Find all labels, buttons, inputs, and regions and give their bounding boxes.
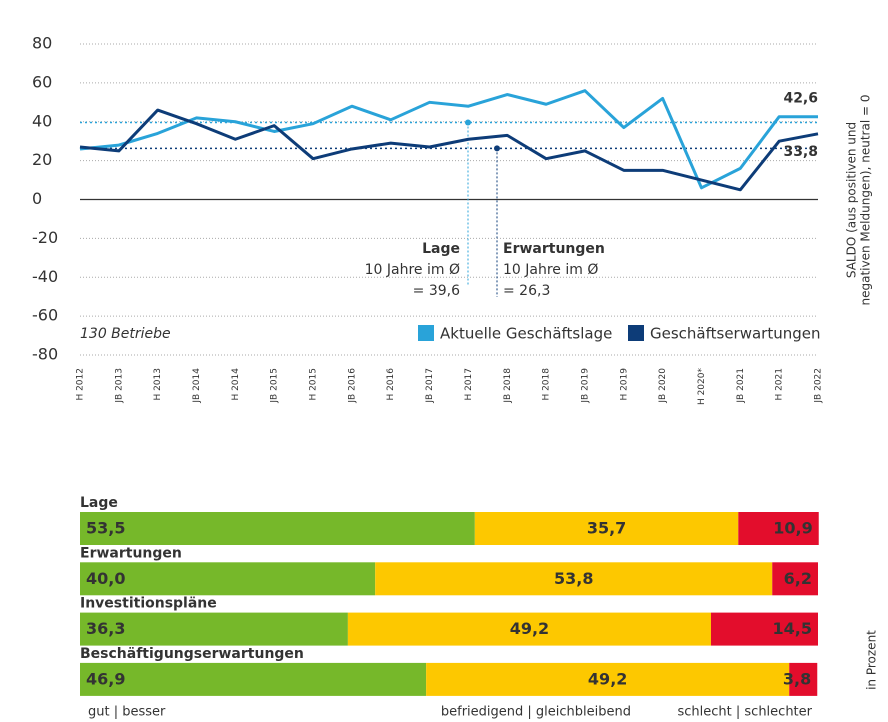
value-label: 53,8 <box>554 569 593 588</box>
bar-segment <box>474 512 739 545</box>
y-tick-label: 80 <box>32 34 52 53</box>
series-line <box>79 108 819 192</box>
x-tick-label: H 2014 <box>231 368 241 401</box>
bar-segment <box>738 512 819 545</box>
average-label: = 39,6 <box>413 283 460 299</box>
y-tick-label: -80 <box>32 345 58 364</box>
x-tick-label: JB 2020 <box>658 368 668 404</box>
value-label: 40,0 <box>86 569 125 588</box>
y-tick-label: 20 <box>32 150 52 169</box>
bar-segment <box>80 512 475 545</box>
value-label: 49,2 <box>510 619 549 638</box>
bar-segment <box>772 562 818 596</box>
y-tick-label: 0 <box>32 189 42 208</box>
bar-segment <box>426 662 790 696</box>
x-tick-label: JB 2018 <box>503 368 513 404</box>
x-tick-label: JB 2021 <box>736 368 746 404</box>
category-label: Beschäftigungserwartungen <box>80 646 304 662</box>
series-line <box>79 89 818 190</box>
value-label: 14,5 <box>773 619 812 638</box>
y-tick-label: 40 <box>32 111 52 130</box>
x-tick-label: H 2013 <box>153 368 163 401</box>
legend-label: Geschäftserwartungen <box>650 325 821 343</box>
x-tick-label: JB 2013 <box>114 368 124 404</box>
legend-label: schlecht | schlechter <box>678 705 813 720</box>
axis-label: SALDO (aus positiven und <box>845 122 859 278</box>
x-tick-label: JB 2015 <box>270 368 280 404</box>
x-tick-label: H 2015 <box>309 368 319 401</box>
x-tick-label: JB 2016 <box>347 368 357 404</box>
category-label: Erwartungen <box>80 545 182 561</box>
note: 130 Betriebe <box>80 326 171 342</box>
bar-segment <box>80 612 348 646</box>
average-text: 10 Jahre im Ø <box>365 262 460 278</box>
legend-swatch <box>628 325 644 341</box>
bar-segment <box>347 612 711 646</box>
x-tick-label: H 2018 <box>542 368 552 401</box>
axis-label: negativen Meldungen), neutral = 0 <box>859 95 873 306</box>
x-tick-label: H 2021 <box>775 368 785 401</box>
y-tick-label: -60 <box>32 306 58 325</box>
bar-segment <box>789 662 818 696</box>
x-tick-label: H 2017 <box>464 368 474 401</box>
bar-segment <box>375 562 773 596</box>
end-label: 42,6 <box>783 91 818 107</box>
x-tick-label: JB 2014 <box>192 368 202 404</box>
legend-swatch <box>418 325 434 341</box>
value-label: 49,2 <box>588 669 627 688</box>
x-tick-label: H 2020* <box>697 368 707 406</box>
bar-segment <box>80 662 427 696</box>
value-label: 10,9 <box>773 519 812 538</box>
bar-segment <box>710 612 818 646</box>
average-text: 10 Jahre im Ø <box>503 262 598 278</box>
x-tick-label: H 2019 <box>619 368 629 401</box>
value-label: 3,8 <box>783 669 811 688</box>
legend-label: Aktuelle Geschäftslage <box>440 325 612 343</box>
value-label: 35,7 <box>587 519 626 538</box>
y-tick-label: 60 <box>32 72 52 91</box>
bar-segment <box>80 562 376 596</box>
end-label: 33,8 <box>783 144 818 160</box>
value-label: 6,2 <box>784 569 812 588</box>
y-tick-label: -40 <box>32 267 58 286</box>
axis-label: in Prozent <box>865 630 879 690</box>
legend-label: gut | besser <box>88 705 166 720</box>
legend-label: befriedigend | gleichbleibend <box>441 705 631 720</box>
value-label: 46,9 <box>86 669 125 688</box>
average-dot <box>494 145 500 152</box>
average-title: Erwartungen <box>503 241 605 257</box>
average-title: Lage <box>422 241 460 257</box>
x-tick-label: JB 2017 <box>425 368 435 404</box>
average-dot <box>465 119 471 126</box>
x-tick-label: H 2012 <box>76 368 86 401</box>
x-tick-label: JB 2019 <box>580 368 590 404</box>
category-label: Lage <box>80 495 118 511</box>
value-label: 36,3 <box>86 619 125 638</box>
average-label: = 26,3 <box>503 283 550 299</box>
value-label: 53,5 <box>86 519 125 538</box>
category-label: Investitionspläne <box>80 596 217 612</box>
x-tick-label: H 2016 <box>386 368 396 401</box>
y-tick-label: -20 <box>32 228 58 247</box>
x-tick-label: JB 2022 <box>814 368 824 404</box>
